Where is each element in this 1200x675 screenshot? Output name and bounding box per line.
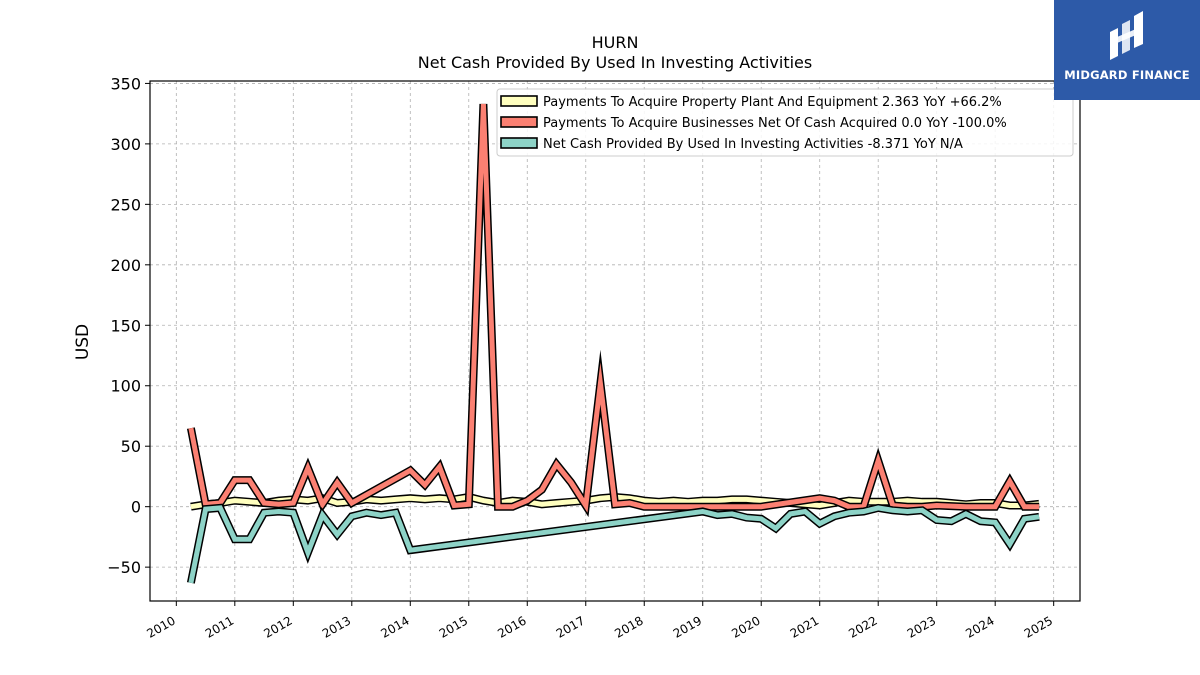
x-tick-label: 2018 bbox=[612, 613, 645, 640]
x-tick-label: 2019 bbox=[671, 613, 704, 640]
grid bbox=[150, 81, 1080, 601]
series-2 bbox=[186, 103, 1040, 518]
series-line bbox=[188, 505, 1040, 584]
legend-label: Payments To Acquire Businesses Net Of Ca… bbox=[543, 116, 1007, 131]
series-lines bbox=[186, 103, 1040, 584]
brand-name: MIDGARD FINANCE bbox=[1064, 68, 1190, 82]
x-tick-label: 2024 bbox=[963, 613, 996, 640]
chart-title: HURN bbox=[592, 33, 639, 52]
x-tick-label: 2010 bbox=[144, 613, 177, 640]
x-tick-label: 2013 bbox=[320, 613, 353, 640]
y-tick-label: 50 bbox=[121, 437, 141, 456]
x-tick-label: 2017 bbox=[554, 613, 587, 640]
x-tick-label: 2014 bbox=[378, 613, 411, 640]
y-tick-label: 100 bbox=[110, 377, 141, 396]
legend: Payments To Acquire Property Plant And E… bbox=[496, 88, 1074, 157]
x-tick-label: 2016 bbox=[495, 613, 528, 640]
series-line bbox=[188, 103, 1040, 513]
y-tick-label: −50 bbox=[107, 558, 141, 577]
y-tick-label: 150 bbox=[110, 316, 141, 335]
axes: 2010 2011 2012 2013 2014 2015 2016 2017 2018 2019… bbox=[107, 74, 1055, 640]
legend-label: Net Cash Provided By Used In Investing A… bbox=[543, 137, 963, 152]
y-tick-label: 200 bbox=[110, 256, 141, 275]
y-tick-label: 350 bbox=[110, 74, 141, 93]
x-tick-label: 2015 bbox=[437, 613, 470, 640]
x-tick-label: 2012 bbox=[261, 613, 294, 640]
brand-mark-icon bbox=[1110, 11, 1143, 60]
legend-swatch bbox=[500, 95, 538, 107]
legend-swatch bbox=[500, 116, 538, 128]
y-tick-label: 250 bbox=[110, 195, 141, 214]
series-line-outline bbox=[186, 503, 1040, 584]
x-tick-label: 2023 bbox=[905, 613, 938, 640]
x-tick-label: 2021 bbox=[788, 613, 821, 640]
plot-frame bbox=[149, 80, 1081, 602]
y-tick-label: 300 bbox=[110, 135, 141, 154]
y-axis-label: USD bbox=[73, 324, 93, 360]
x-tick-label: 2020 bbox=[729, 613, 762, 640]
x-tick-label: 2022 bbox=[846, 613, 879, 640]
x-tick-label: 2011 bbox=[203, 613, 236, 640]
chart-subtitle: Net Cash Provided By Used In Investing A… bbox=[418, 53, 812, 72]
x-tick-label: 2025 bbox=[1022, 613, 1055, 640]
series-3 bbox=[186, 503, 1040, 584]
legend-label: Payments To Acquire Property Plant And E… bbox=[543, 95, 1002, 110]
y-tick-label: 0 bbox=[131, 498, 141, 517]
legend-swatch bbox=[500, 137, 538, 149]
legend-box bbox=[496, 88, 1074, 157]
brand-logo: MIDGARD FINANCE bbox=[1054, 0, 1200, 100]
